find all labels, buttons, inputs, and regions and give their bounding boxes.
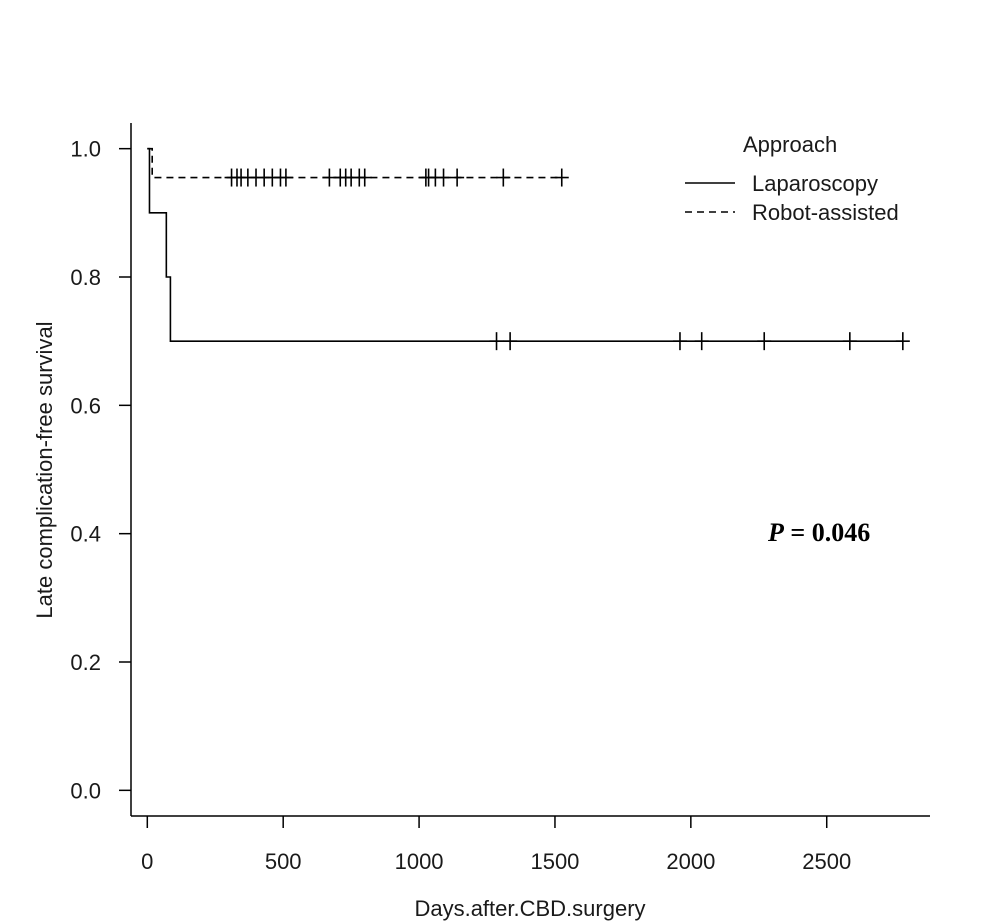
- x-axis-title: Days.after.CBD.surgery: [414, 896, 645, 921]
- legend-label-robot-assisted: Robot-assisted: [752, 200, 899, 225]
- legend: Approach Laparoscopy Robot-assisted: [685, 132, 899, 225]
- x-axis: 0 500 1000 1500 2000 2500: [141, 816, 851, 874]
- series-line-robot-assisted: [147, 147, 562, 179]
- x-tick-label: 2500: [802, 849, 851, 874]
- x-tick-label: 0: [141, 849, 153, 874]
- plot-area: [130, 123, 930, 817]
- x-tick-label: 2000: [666, 849, 715, 874]
- x-tick-label: 1500: [530, 849, 579, 874]
- p-value-symbol: P: [767, 518, 785, 547]
- series-group: [147, 147, 910, 351]
- series-line-laparoscopy: [147, 147, 903, 342]
- x-tick-label: 1000: [395, 849, 444, 874]
- y-tick-label: 0.6: [70, 393, 101, 418]
- legend-title: Approach: [743, 132, 837, 157]
- y-tick-label: 0.4: [70, 522, 101, 547]
- y-tick-label: 0.8: [70, 265, 101, 290]
- y-tick-label: 0.2: [70, 650, 101, 675]
- y-tick-label: 1.0: [70, 137, 101, 162]
- legend-label-laparoscopy: Laparoscopy: [752, 171, 878, 196]
- p-value-annotation: P = 0.046: [767, 518, 870, 547]
- y-axis: 0.0 0.2 0.4 0.6 0.8 1.0: [70, 137, 131, 803]
- y-tick-label: 0.0: [70, 778, 101, 803]
- x-tick-label: 500: [265, 849, 302, 874]
- p-value-number: = 0.046: [784, 518, 870, 547]
- y-axis-title: Late complication-free survival: [32, 321, 57, 618]
